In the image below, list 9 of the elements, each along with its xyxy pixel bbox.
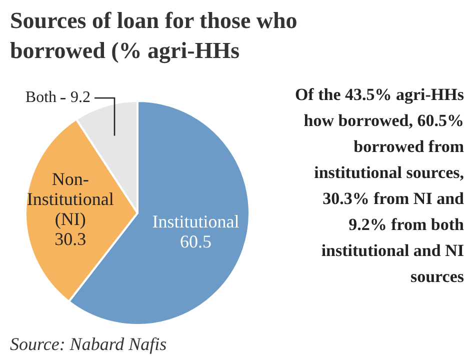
source-note: Source: Nabard Nafis [10, 334, 167, 355]
slice-label: Both [25, 89, 57, 106]
slice-label: Institutional [152, 212, 240, 232]
text: Of the 43.5% agri-HHs how borrowed, 60.5% borrowed from institutional sources, 30.3% from NI and 9.2% from both institutional and NI sources [294, 84, 464, 288]
data-label: 60.5 [180, 232, 212, 252]
data-label: 9.2 [70, 89, 91, 106]
chart-title: Sources of loan for those who borrowed (% agri-HHs [10, 7, 298, 66]
data-label: 30.3 [54, 228, 86, 249]
slice-label: Non-Institutional (NI) [26, 168, 114, 229]
